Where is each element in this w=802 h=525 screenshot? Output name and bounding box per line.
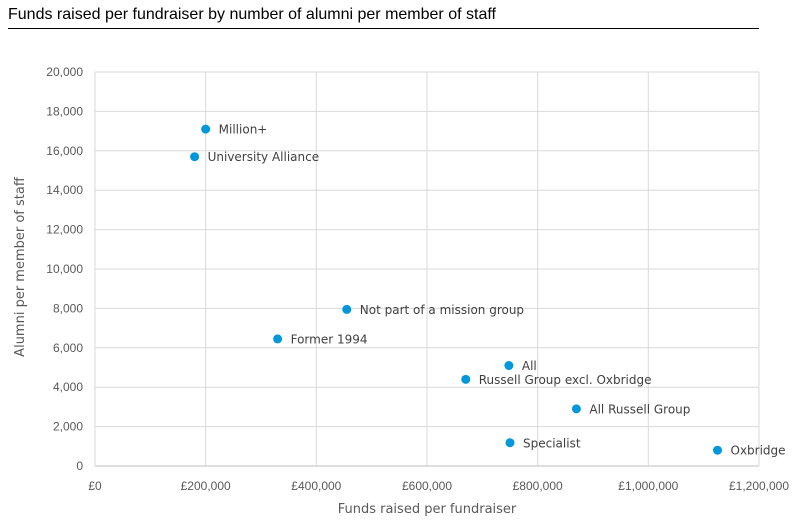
data-label: Specialist [523, 436, 581, 450]
data-label: Russell Group excl. Oxbridge [479, 373, 652, 387]
y-axis-title: Alumni per member of staff [13, 176, 28, 357]
gridlines [94, 71, 760, 467]
y-tick-label: 20,000 [46, 65, 83, 79]
y-axis-ticks: 0 2,000 4,000 6,000 8,000 10,000 12,000 14,000 1… [46, 65, 83, 473]
data-label: Million+ [219, 123, 268, 137]
y-tick-label: 10,000 [46, 262, 83, 276]
chart-title: Funds raised per fundraiser by number of… [8, 6, 496, 23]
title-divider [8, 28, 759, 29]
y-tick-label: 4,000 [53, 380, 83, 394]
data-label: All [522, 359, 537, 373]
data-point [201, 124, 211, 134]
x-tick-label: £1,000,000 [618, 479, 678, 493]
y-tick-label: 0 [76, 459, 83, 473]
y-tick-label: 12,000 [46, 223, 83, 237]
x-tick-label: £600,000 [402, 479, 452, 493]
y-tick-label: 2,000 [53, 420, 83, 434]
data-label: All Russell Group [589, 402, 690, 416]
x-tick-label: £200,000 [181, 479, 231, 493]
data-label: Former 1994 [291, 332, 368, 346]
data-point [461, 374, 471, 384]
data-point [713, 445, 722, 455]
x-tick-label: £0 [88, 479, 102, 493]
data-point [273, 334, 283, 344]
x-axis-ticks: £0 £200,000 £400,000 £600,000 £800,000 £1,000… [88, 479, 789, 493]
data-label: University Alliance [208, 150, 320, 164]
data-point [505, 438, 515, 448]
y-tick-label: 18,000 [46, 104, 83, 118]
data-point [571, 404, 581, 414]
data-point [504, 361, 514, 371]
data-label: Oxbridge [731, 444, 786, 458]
data-labels: Million+ University Alliance Not part of a… [208, 123, 786, 458]
y-tick-label: 6,000 [53, 341, 83, 355]
x-axis-title: Funds raised per fundraiser [338, 502, 517, 517]
data-point [190, 152, 200, 162]
x-tick-label: £400,000 [291, 479, 341, 493]
y-tick-label: 8,000 [53, 301, 83, 315]
y-tick-label: 14,000 [46, 183, 83, 197]
data-label: Not part of a mission group [360, 303, 524, 317]
data-point [342, 304, 352, 314]
y-tick-label: 16,000 [46, 144, 83, 158]
x-tick-label: £800,000 [513, 479, 563, 493]
x-tick-label: £1,200,000 [729, 479, 789, 493]
data-points [190, 124, 722, 455]
